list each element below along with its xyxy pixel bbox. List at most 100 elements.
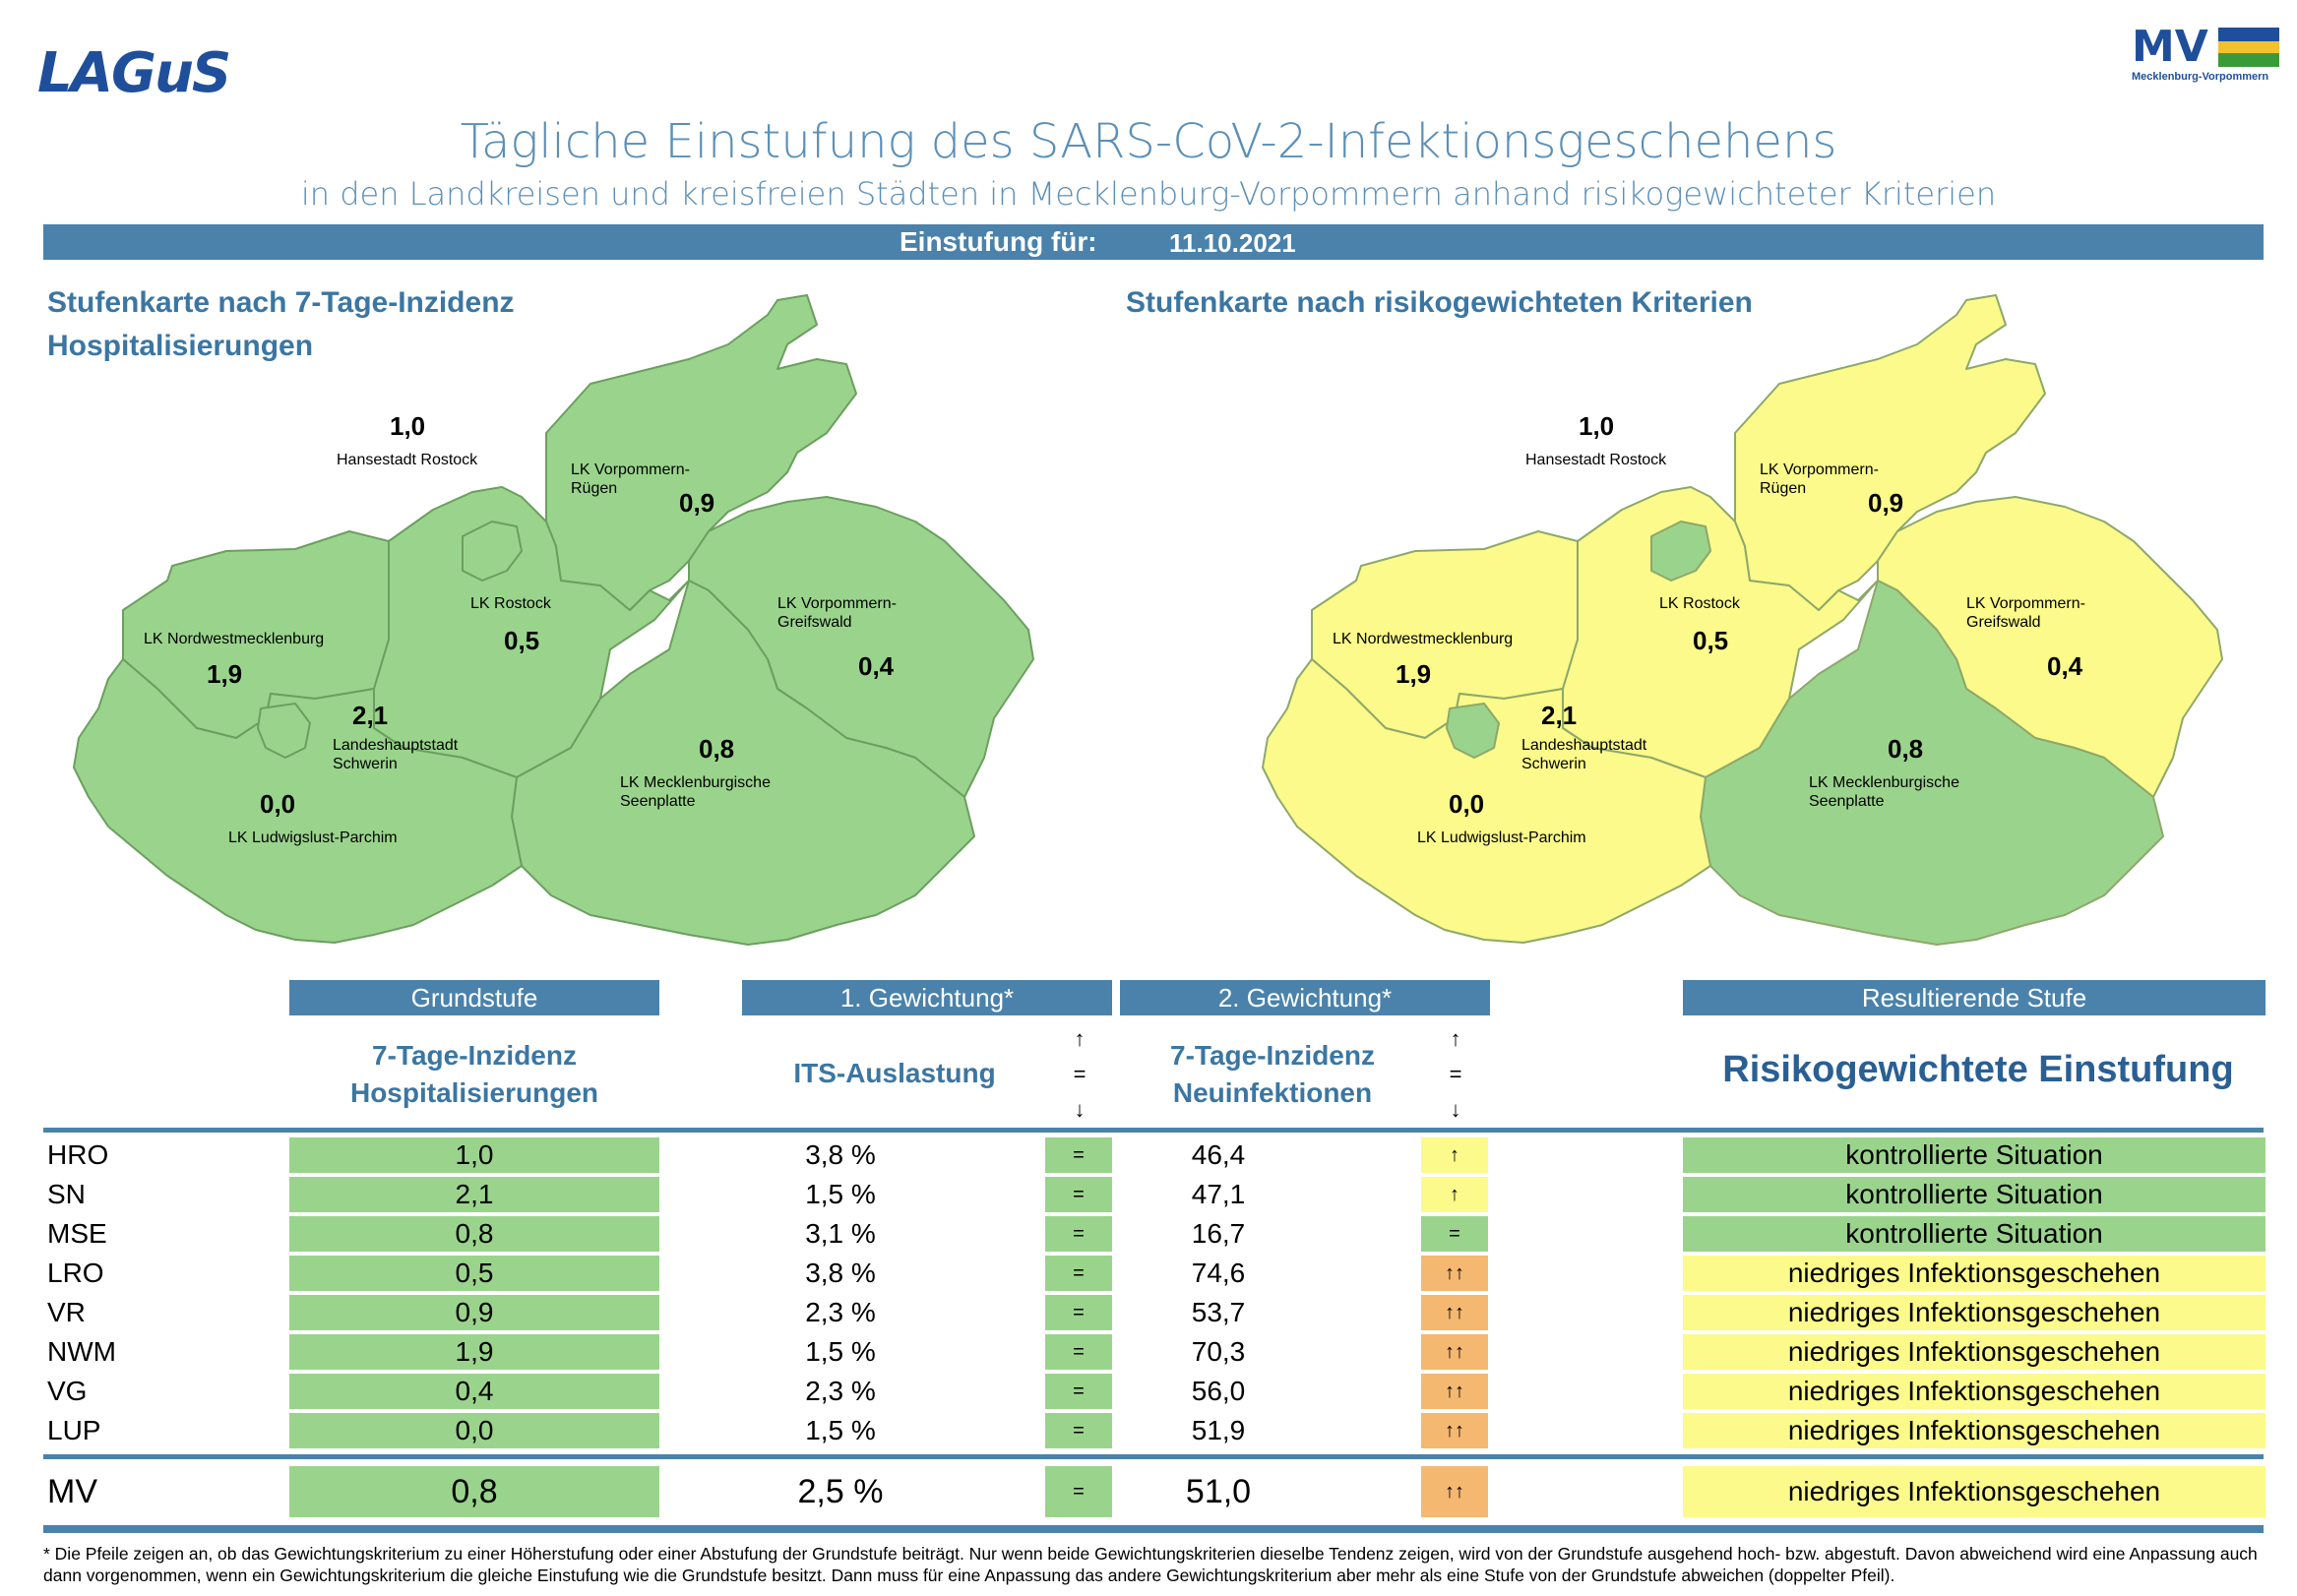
map-left-value-sn: 2,1 [352,701,389,730]
row-result: kontrollierte Situation [1683,1216,2266,1252]
subheader-grundstufe-1: 7-Tage-Inzidenz [372,1040,577,1071]
total-its: 2,5 % [797,1473,884,1510]
map-left-label-vg-2: Greifswald [777,614,852,631]
row-name: SN [47,1179,86,1209]
lagus-logo: LAGuS [37,41,231,105]
row-result: niedriges Infektionsgeschehen [1683,1374,2266,1409]
row-inzidenz: 46,4 [1191,1139,1246,1170]
legend-up-1: ↑ [1074,1026,1086,1051]
header-grundstufe: Grundstufe [289,980,659,1015]
legend-eq-1: = [1073,1062,1086,1086]
map-right-value-mse: 0,8 [1888,734,1924,764]
map-left-label-vr: LK Vorpommern- Rügen [571,460,690,498]
row-result: niedriges Infektionsgeschehen [1683,1334,2266,1370]
table-row: LRO 0,5 3,8 % = 74,6 ↑↑ niedriges Infekt… [43,1256,2266,1291]
map-left-label-vg: LK Vorpommern- Greifswald [777,594,897,632]
row-its-trend: = [1045,1295,1112,1330]
map-right-label-vg: LK Vorpommern- Greifswald [1966,594,2085,632]
subheader-inzidenz: 7-Tage-Inzidenz Neuinfektionen [1120,1037,1425,1112]
map-right-label-vg-1: LK Vorpommern- [1966,595,2085,612]
map-right-label-lup: LK Ludwigslust-Parchim [1417,829,1586,846]
map-left-title-line1: Stufenkarte nach 7-Tage-Inzidenz [47,286,515,319]
map-left-label-mse-2: Seenplatte [620,793,696,810]
region-vr [545,294,857,611]
date-value: 11.10.2021 [1169,228,1296,258]
map-left-value-nwm: 1,9 [207,659,243,689]
map-right-value-vr: 0,9 [1868,488,1904,518]
table-bottom-rule [43,1525,2264,1533]
map-right: 1,0 Hansestadt Rostock LK Vorpommern- Rü… [1189,285,2271,954]
row-grundstufe: 0,8 [289,1216,659,1252]
row-its: 2,3 % [805,1297,876,1327]
legend-eq-2: = [1449,1062,1462,1086]
row-its: 1,5 % [805,1179,876,1209]
row-result: niedriges Infektionsgeschehen [1683,1256,2266,1291]
row-its: 3,1 % [805,1218,876,1249]
map-left-value-lup: 0,0 [260,789,296,819]
region-hro [1650,521,1711,582]
map-left-label-vr-1: LK Vorpommern- [571,461,690,478]
map-left-label-vr-2: Rügen [571,480,618,497]
header-gewichtung-2: 2. Gewichtung* [1120,980,1490,1015]
row-its: 2,3 % [805,1376,876,1406]
row-inzidenz: 53,7 [1191,1297,1246,1327]
row-inzidenz-trend: ↑↑ [1421,1295,1488,1330]
row-inzidenz: 70,3 [1191,1336,1246,1367]
row-inzidenz: 74,6 [1191,1258,1246,1288]
map-left-value-lro: 0,5 [504,626,540,655]
legend-up-2: ↑ [1450,1026,1461,1051]
total-inzidenz: 51,0 [1185,1473,1252,1510]
map-right-value-hro: 1,0 [1579,411,1615,441]
row-grundstufe: 0,0 [289,1413,659,1448]
map-right-label-vr: LK Vorpommern- Rügen [1760,460,1879,498]
map-right-value-vg: 0,4 [2047,651,2083,681]
region-hro [462,521,523,582]
row-inzidenz-trend: ↑↑ [1421,1374,1488,1409]
map-right-title: Stufenkarte nach risikogewichteten Krite… [1126,286,1753,319]
row-inzidenz-trend: ↑↑ [1421,1256,1488,1291]
map-left-label-nwm: LK Nordwestmecklenburg [144,631,325,647]
mv-logo-text: MV [2132,22,2208,72]
footnote: * Die Pfeile zeigen an, ob das Gewichtun… [43,1544,2258,1585]
legend-arrows-2: ↑ = ↓ [1441,1021,1470,1128]
table-row-total: MV 0,8 2,5 % = 51,0 ↑↑ niedriges Infekti… [43,1466,2266,1517]
row-grundstufe: 0,9 [289,1295,659,1330]
row-its-trend: = [1045,1177,1112,1212]
page-title: Tägliche Einstufung des SARS-CoV-2-Infek… [460,114,1837,169]
table-top-rule [43,1128,2264,1133]
row-result: kontrollierte Situation [1683,1177,2266,1212]
row-name: HRO [47,1139,109,1170]
row-grundstufe: 1,0 [289,1137,659,1173]
map-right-label-sn: Landeshauptstadt Schwerin [1521,736,1646,773]
header-gewichtung-1: 1. Gewichtung* [742,980,1112,1015]
map-left-label-sn-1: Landeshauptstadt [333,737,459,754]
row-inzidenz: 16,7 [1191,1218,1246,1249]
row-its-trend: = [1045,1256,1112,1291]
map-right-svg [1262,294,2223,946]
row-inzidenz-trend: ↑ [1421,1137,1488,1173]
map-left: 1,0 Hansestadt Rostock LK Vorpommern- Rü… [0,285,1083,954]
map-right-label-hro: Hansestadt Rostock [1525,452,1667,468]
map-right-value-sn: 2,1 [1541,701,1578,730]
map-right-value-lro: 0,5 [1693,626,1729,655]
map-left-label-vg-1: LK Vorpommern- [777,595,897,612]
row-result: kontrollierte Situation [1683,1137,2266,1173]
date-bar: Einstufung für: 11.10.2021 [43,224,2264,260]
total-inzidenz-trend: ↑↑ [1421,1466,1488,1517]
mv-logo-subtitle: Mecklenburg-Vorpommern [2132,71,2269,83]
row-its-trend: = [1045,1374,1112,1409]
map-right-label-lro: LK Rostock [1659,595,1740,612]
row-name: VR [47,1297,86,1327]
subheader-risikogewichtete-einstufung: Risikogewichtete Einstufung [1722,1049,2234,1090]
row-grundstufe: 2,1 [289,1177,659,1212]
map-left-value-vr: 0,9 [679,488,715,518]
header-resultierende-stufe: Resultierende Stufe [1683,980,2266,1015]
row-inzidenz-trend: ↑ [1421,1177,1488,1212]
map-left-label-mse: LK Mecklenburgische Seenplatte [620,773,771,811]
row-inzidenz-trend: ↑↑ [1421,1413,1488,1448]
page-subtitle: in den Landkreisen und kreisfreien Städt… [300,175,1997,213]
row-name: LUP [47,1415,101,1445]
row-name: LRO [47,1258,104,1288]
row-name: VG [47,1376,88,1406]
map-left-label-hro: Hansestadt Rostock [337,452,478,468]
